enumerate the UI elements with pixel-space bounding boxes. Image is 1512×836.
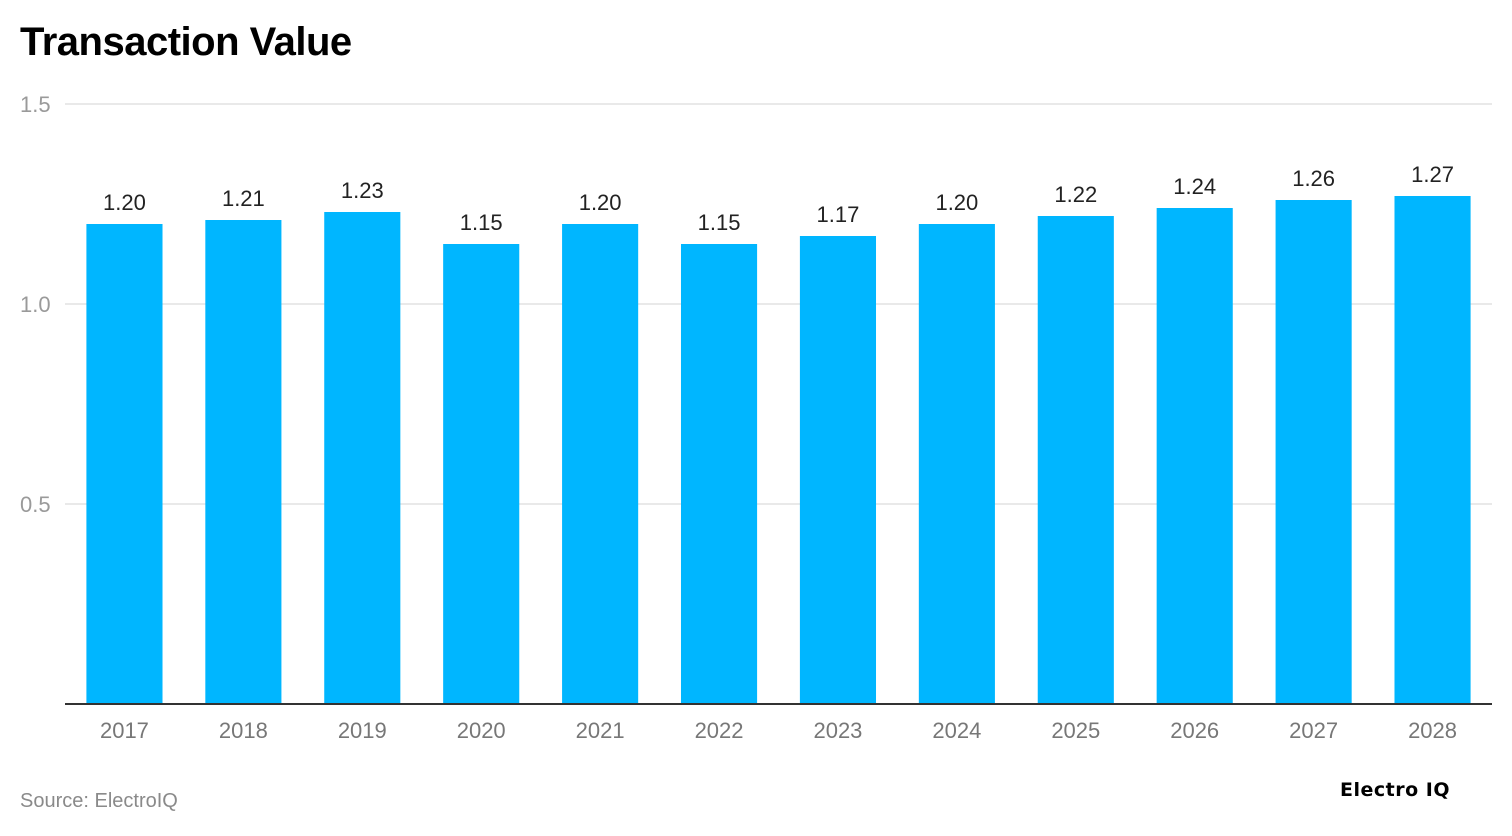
x-tick-label: 2021 — [576, 718, 625, 743]
x-tick-label: 2027 — [1289, 718, 1338, 743]
data-label: 1.23 — [341, 178, 384, 203]
chart-title: Transaction Value — [20, 20, 352, 64]
brand-logo: Electro IQ — [1340, 779, 1450, 801]
bar — [1037, 216, 1114, 704]
data-label: 1.15 — [698, 210, 741, 235]
y-tick-label: 1.0 — [20, 292, 51, 317]
bar — [1156, 208, 1233, 704]
bar — [205, 220, 282, 704]
bar — [680, 244, 758, 704]
x-tick-label: 2022 — [695, 718, 744, 743]
x-tick-label: 2019 — [338, 718, 387, 743]
x-tick-label: 2018 — [219, 718, 268, 743]
data-label: 1.17 — [817, 202, 860, 227]
bar — [562, 224, 639, 704]
bar — [918, 224, 995, 704]
data-label: 1.20 — [579, 190, 622, 215]
data-label: 1.20 — [935, 190, 978, 215]
bar — [799, 236, 877, 704]
source-note: Source: ElectroIQ — [20, 790, 178, 812]
value-labels: 1.20 1.21 1.23 1.15 1.20 1.15 1.17 1.20 1.22 1.24… — [103, 162, 1454, 235]
x-tick-label: 2017 — [100, 718, 149, 743]
x-tick-label: 2024 — [932, 718, 981, 743]
bar — [1394, 196, 1471, 704]
x-tick-label: 2028 — [1408, 718, 1457, 743]
x-axis: 2017 2018 2019 2020 2021 2022 2023 2024 2025 2026… — [65, 703, 1492, 743]
bar — [443, 244, 520, 704]
data-label: 1.27 — [1411, 162, 1454, 187]
data-label: 1.26 — [1292, 166, 1335, 191]
bar — [86, 224, 163, 704]
data-label: 1.24 — [1173, 174, 1216, 199]
y-tick-label: 0.5 — [20, 492, 51, 517]
data-label: 1.15 — [460, 210, 503, 235]
y-tick-label: 1.5 — [20, 92, 51, 117]
bars — [86, 196, 1471, 704]
x-tick-label: 2025 — [1051, 718, 1100, 743]
bar — [1275, 200, 1352, 704]
bar — [324, 212, 401, 704]
y-axis: 0.5 1.0 1.5 — [20, 92, 51, 517]
data-label: 1.20 — [103, 190, 146, 215]
x-tick-label: 2020 — [457, 718, 506, 743]
x-tick-label: 2023 — [813, 718, 862, 743]
data-label: 1.21 — [222, 186, 265, 211]
x-tick-label: 2026 — [1170, 718, 1219, 743]
gridlines — [65, 103, 1492, 505]
data-label: 1.22 — [1054, 182, 1097, 207]
